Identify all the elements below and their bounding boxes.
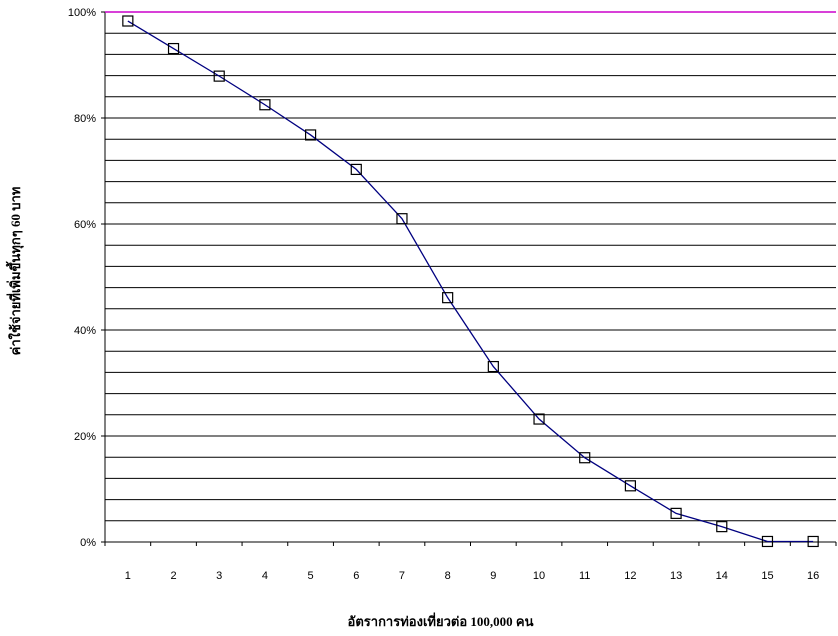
x-tick-label: 14 [716,570,728,582]
data-point-marker [487,360,499,373]
y-tick-label: 0% [80,537,96,549]
x-tick-label: 15 [761,570,773,582]
x-tick-label: 6 [353,570,359,582]
gridlines [105,11,836,543]
data-point-marker [396,213,408,225]
series-line [127,20,814,543]
data-point-marker [670,507,682,519]
data-point-marker [122,15,134,27]
data-point-marker [442,292,454,304]
data-point-marker [533,413,545,425]
data-point-marker [213,70,225,82]
x-tick-label: 8 [445,570,451,582]
data-point-marker [761,535,774,548]
data-point-marker [807,535,819,548]
x-tick-label: 2 [170,570,176,582]
x-tick-label: 4 [262,570,268,582]
x-axis-title: อัตราการท่องเที่ยวต่อ 100,000 คน [348,612,534,629]
data-point-marker [579,452,591,464]
data-point-marker [259,99,271,111]
y-axis-title: ค่าใช้จ่ายที่เพิ่มขึ้นทุกๆ 60 บาท [5,187,24,356]
axes [101,11,837,546]
y-tick-label: 20% [74,431,96,443]
data-point-marker [716,521,728,533]
x-tick-label: 16 [807,570,819,582]
series-layer [122,15,819,548]
data-point-marker [624,480,637,492]
y-tick-label: 40% [74,325,96,337]
x-tick-label: 5 [308,570,314,582]
x-tick-label: 11 [579,570,590,582]
x-tick-label: 9 [490,570,496,582]
x-tick-label: 7 [399,570,405,582]
x-tick-label: 1 [125,570,131,582]
x-tick-label: 10 [533,570,545,582]
tick-labels: 0%20%40%60%80%100%1 2 3 4 5 6 7 8 9 10 11 12 13 14 15 1… [68,7,819,582]
data-point-marker [167,42,180,55]
y-tick-label: 80% [74,113,96,125]
x-tick-label: 13 [670,570,682,582]
x-tick-label: 3 [216,570,222,582]
y-tick-label: 60% [74,219,96,231]
data-point-marker [304,129,317,141]
x-tick-label: 12 [624,570,636,582]
y-tick-label: 100% [68,7,96,19]
data-point-marker [350,163,362,176]
